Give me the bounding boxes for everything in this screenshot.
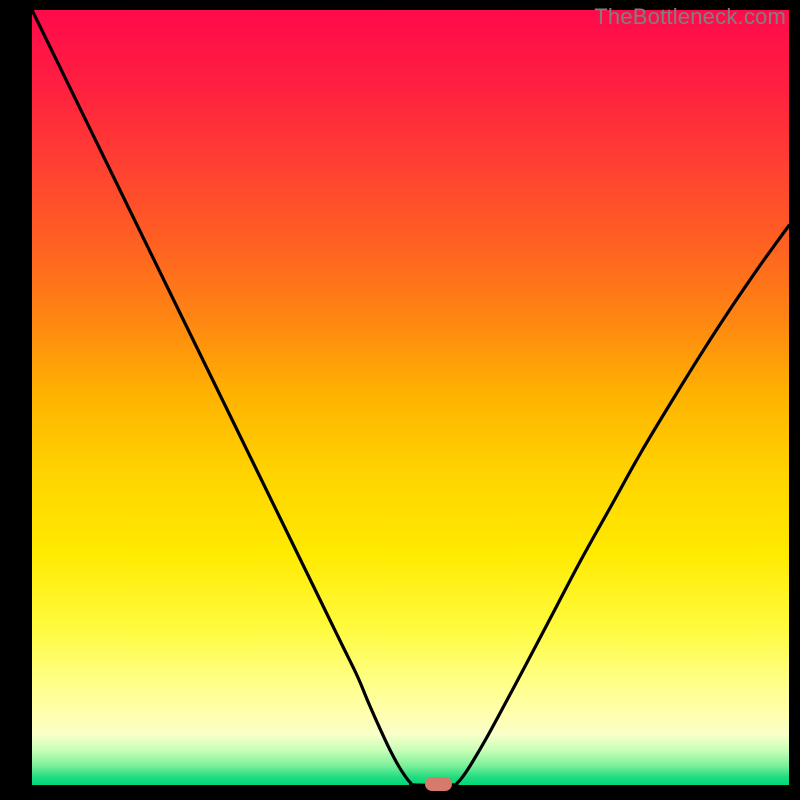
- optimal-marker: [425, 777, 452, 791]
- chart-container: TheBottleneck.com: [0, 0, 800, 800]
- watermark-text: TheBottleneck.com: [594, 4, 786, 30]
- bottleneck-chart: [0, 0, 800, 800]
